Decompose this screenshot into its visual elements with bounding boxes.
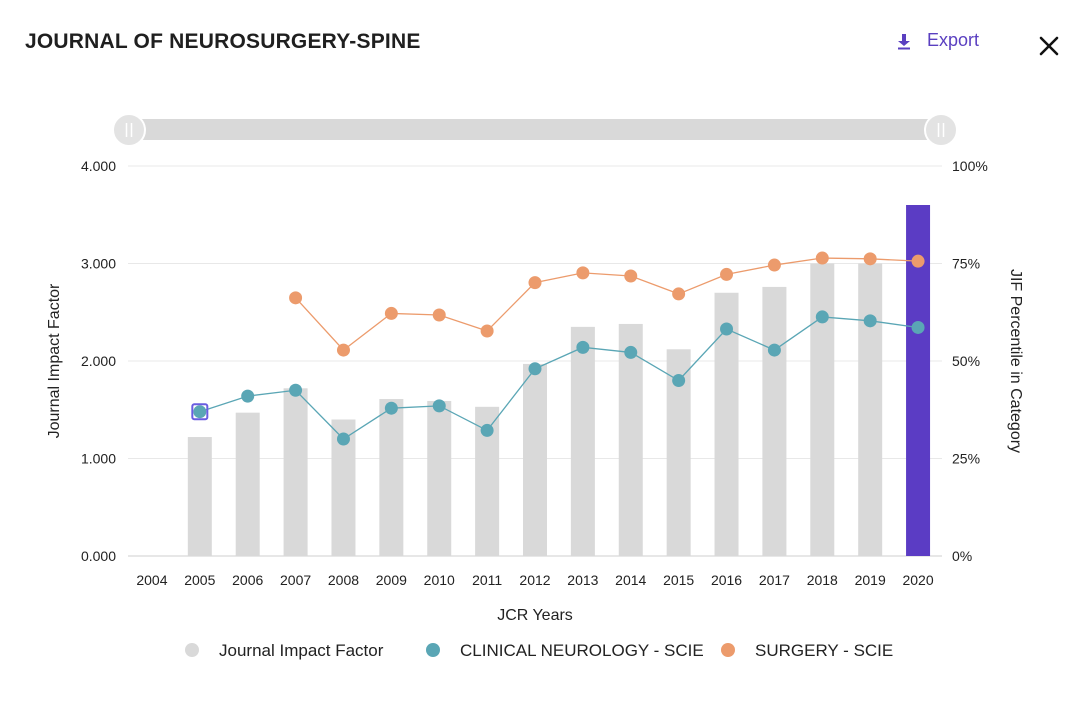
bar-2019[interactable] bbox=[858, 263, 883, 557]
neurology-line bbox=[199, 316, 919, 440]
y2-tick-label: 75% bbox=[952, 256, 980, 272]
bar-2012[interactable] bbox=[523, 363, 547, 556]
bar-2016[interactable] bbox=[714, 292, 739, 556]
surgery-point-2011[interactable] bbox=[480, 324, 494, 338]
neurology-point-2010[interactable] bbox=[432, 399, 446, 413]
neurology-point-2008[interactable] bbox=[336, 432, 350, 446]
x-tick-label: 2015 bbox=[663, 572, 694, 588]
neurology-point-2015[interactable] bbox=[672, 374, 686, 387]
neurology-point-2012[interactable] bbox=[528, 362, 542, 376]
download-icon bbox=[898, 33, 910, 49]
neurology-point-2006[interactable] bbox=[241, 389, 255, 403]
surgery-point-2014[interactable] bbox=[624, 269, 638, 283]
surgery-point-2019[interactable] bbox=[863, 252, 877, 266]
x-tick-label: 2014 bbox=[615, 572, 646, 588]
bar-2005[interactable] bbox=[187, 437, 212, 556]
neurology-point-2011[interactable] bbox=[480, 423, 494, 437]
x-tick-label: 2010 bbox=[424, 572, 455, 588]
x-tick-label: 2005 bbox=[184, 572, 215, 588]
neurology-point-2005[interactable] bbox=[193, 405, 207, 419]
close-icon[interactable] bbox=[1036, 33, 1062, 59]
bar-2007[interactable] bbox=[283, 388, 308, 556]
y-axis-title: Journal Impact Factor bbox=[46, 283, 63, 438]
slider-handle-end[interactable] bbox=[924, 113, 958, 147]
surgery-point-2018[interactable] bbox=[815, 251, 829, 265]
surgery-point-2009[interactable] bbox=[384, 306, 398, 320]
y-tick-label: 0.000 bbox=[81, 548, 116, 564]
x-tick-label: 2004 bbox=[136, 572, 167, 588]
slider-handle-start[interactable] bbox=[112, 113, 146, 147]
x-tick-label: 2006 bbox=[232, 572, 263, 588]
x-tick-label: 2008 bbox=[328, 572, 359, 588]
y2-tick-label: 0% bbox=[952, 548, 972, 564]
surgery-point-2008[interactable] bbox=[336, 343, 350, 357]
legend-marker bbox=[185, 643, 199, 657]
x-tick-label: 2007 bbox=[280, 572, 311, 588]
neurology-point-2009[interactable] bbox=[384, 401, 398, 415]
y-tick-label: 3.000 bbox=[81, 256, 116, 272]
bar-2013[interactable] bbox=[570, 326, 595, 556]
x-tick-label: 2019 bbox=[855, 572, 886, 588]
bar-2010[interactable] bbox=[427, 400, 452, 556]
legend-item-surgery[interactable]: SURGERY - SCIE bbox=[721, 641, 893, 660]
slider-track[interactable] bbox=[128, 119, 942, 140]
neurology-point-2016[interactable] bbox=[720, 322, 734, 336]
surgery-point-2015[interactable] bbox=[672, 287, 686, 301]
x-tick-label: 2013 bbox=[567, 572, 598, 588]
y-tick-label: 4.000 bbox=[81, 158, 116, 174]
neurology-point-2014[interactable] bbox=[624, 345, 638, 359]
x-tick-label: 2017 bbox=[759, 572, 790, 588]
x-tick-label: 2016 bbox=[711, 572, 742, 588]
x-tick-label: 2020 bbox=[902, 572, 933, 588]
neurology-point-2018[interactable] bbox=[815, 310, 829, 324]
bar-2009[interactable] bbox=[379, 399, 404, 556]
surgery-point-2016[interactable] bbox=[720, 267, 734, 281]
y-tick-label: 1.000 bbox=[81, 451, 116, 467]
x-tick-label: 2012 bbox=[519, 572, 550, 588]
page-title: JOURNAL OF NEUROSURGERY-SPINE bbox=[25, 30, 421, 53]
year-range-slider[interactable] bbox=[112, 113, 958, 147]
bar-2006[interactable] bbox=[235, 412, 260, 556]
y2-tick-label: 25% bbox=[952, 451, 980, 467]
legend-label: SURGERY - SCIE bbox=[755, 641, 893, 660]
surgery-point-2007[interactable] bbox=[289, 291, 303, 305]
legend-label: CLINICAL NEUROLOGY - SCIE bbox=[460, 641, 704, 660]
neurology-point-2017[interactable] bbox=[767, 343, 781, 357]
y-tick-label: 2.000 bbox=[81, 353, 116, 369]
y2-tick-label: 100% bbox=[952, 158, 988, 174]
y2-tick-label: 50% bbox=[952, 353, 980, 369]
neurology-point-2020[interactable] bbox=[911, 320, 925, 334]
neurology-point-2013[interactable] bbox=[576, 340, 590, 354]
legend-marker bbox=[721, 643, 735, 657]
surgery-line bbox=[295, 257, 919, 351]
legend-label: Journal Impact Factor bbox=[219, 641, 384, 660]
legend-item-neurology[interactable]: CLINICAL NEUROLOGY - SCIE bbox=[426, 641, 704, 660]
surgery-point-2020[interactable] bbox=[911, 254, 925, 268]
neurology-point-2007[interactable] bbox=[289, 383, 303, 397]
x-tick-label: 2018 bbox=[807, 572, 838, 588]
bar-2014[interactable] bbox=[618, 323, 643, 556]
legend-item-jif[interactable]: Journal Impact Factor bbox=[185, 641, 384, 660]
surgery-point-2010[interactable] bbox=[432, 308, 446, 322]
neurology-point-2019[interactable] bbox=[863, 314, 877, 328]
x-tick-label: 2009 bbox=[376, 572, 407, 588]
export-label: Export bbox=[927, 30, 980, 50]
bar-2017[interactable] bbox=[762, 286, 787, 556]
surgery-point-2012[interactable] bbox=[528, 276, 542, 290]
surgery-point-2017[interactable] bbox=[767, 258, 781, 272]
y2-axis-title: JIF Percentile in Category bbox=[1007, 269, 1024, 453]
bar-2018[interactable] bbox=[810, 263, 835, 557]
selected-point-highlight bbox=[191, 403, 209, 421]
legend-marker bbox=[426, 643, 440, 657]
x-axis-title: JCR Years bbox=[497, 607, 573, 624]
surgery-point-2013[interactable] bbox=[576, 266, 590, 280]
x-tick-label: 2011 bbox=[472, 572, 502, 588]
export-button[interactable]: Export bbox=[895, 30, 979, 51]
